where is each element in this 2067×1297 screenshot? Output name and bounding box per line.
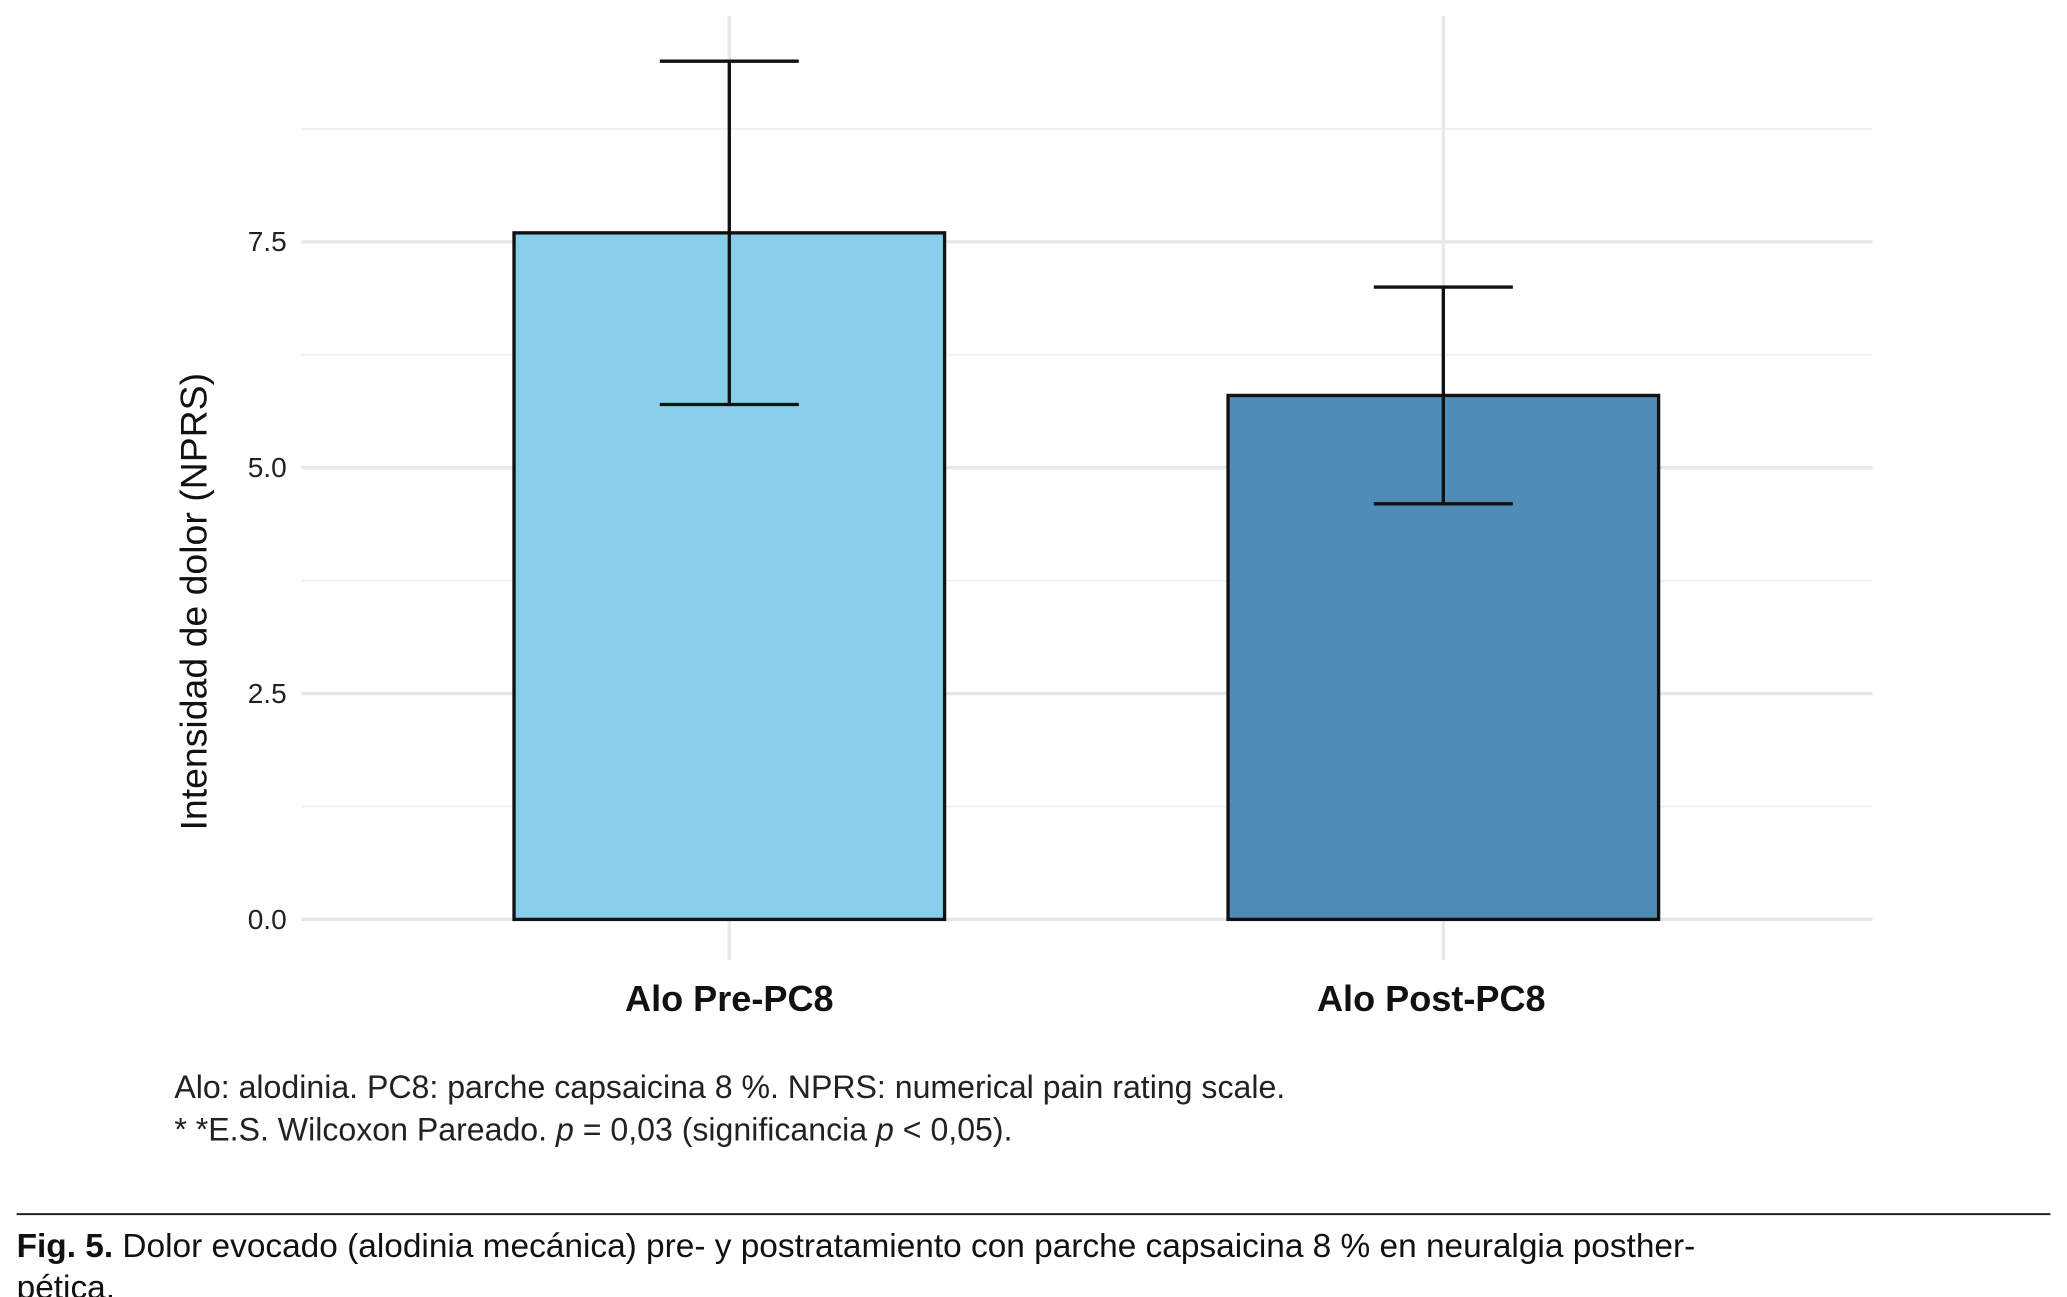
- figure-label: Fig. 5.: [17, 1228, 114, 1265]
- note-line-1: Alo: alodinia. PC8: parche capsaicina 8 …: [174, 1069, 1285, 1105]
- y-tick-label: 0.0: [248, 904, 287, 935]
- figure-caption-line-1: Fig. 5. Dolor evocado (alodinia mecánica…: [17, 1228, 1696, 1265]
- figure-caption-text: Dolor evocado (alodinia mecánica) pre- y…: [113, 1228, 1695, 1265]
- note-text: < 0,05).: [894, 1112, 1013, 1148]
- y-ticks: 0.0 2.5 5.0 7.5: [248, 226, 287, 935]
- note-line-2: * *E.S. Wilcoxon Pareado. p = 0,03 (sign…: [174, 1112, 1012, 1148]
- note-p: p: [555, 1112, 574, 1148]
- x-tick-label: Alo Post-PC8: [1317, 978, 1546, 1019]
- note-text: = 0,03 (significancia: [574, 1112, 876, 1148]
- note-p: p: [875, 1112, 894, 1148]
- bars: [512, 231, 1661, 922]
- error-bars: [659, 59, 1513, 506]
- y-tick-label: 7.5: [248, 226, 287, 257]
- y-tick-label: 2.5: [248, 678, 287, 709]
- x-tick-label: Alo Pre-PC8: [625, 978, 834, 1019]
- figure-caption-line-2: pética.: [17, 1269, 115, 1297]
- note-text: * *E.S. Wilcoxon Pareado.: [174, 1112, 556, 1148]
- y-axis-label: Intensidad de dolor (NPRS): [172, 373, 214, 831]
- y-tick-label: 5.0: [248, 452, 287, 483]
